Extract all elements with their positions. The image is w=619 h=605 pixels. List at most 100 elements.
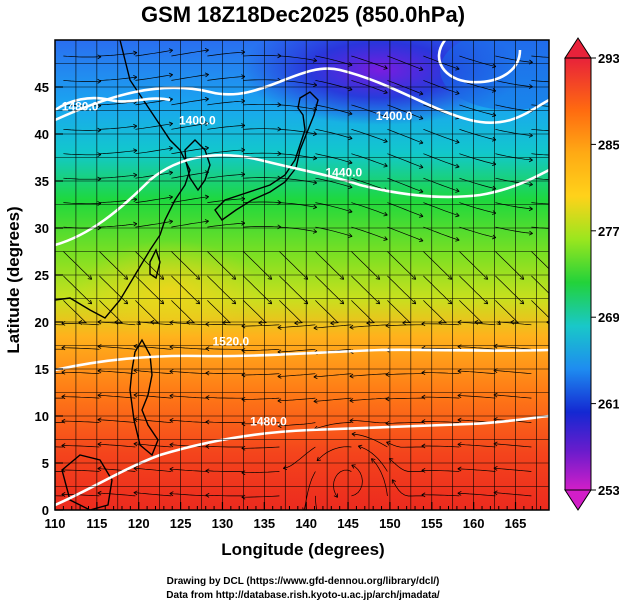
- streamline: [391, 479, 424, 497]
- streamline: [171, 196, 209, 203]
- streamline: [169, 370, 208, 375]
- streamline-arrowhead: [319, 533, 323, 537]
- streamline: [205, 397, 244, 399]
- lat-lon-grid: [55, 40, 549, 510]
- streamline-arrowhead: [97, 127, 102, 133]
- y-tick-label: 0: [42, 503, 49, 518]
- streamline: [315, 300, 339, 324]
- streamlines: [26, 48, 549, 537]
- streamline-arrowhead: [159, 299, 165, 305]
- streamline-arrowhead: [455, 139, 460, 144]
- streamline: [457, 468, 496, 472]
- streamline-arrowhead: [419, 66, 424, 72]
- colorbar: 293 285 277 269 261 253: [564, 37, 619, 511]
- streamline: [171, 300, 196, 324]
- streamline-arrowhead: [358, 444, 363, 450]
- streamline-arrowhead: [333, 493, 338, 498]
- streamline: [97, 419, 136, 423]
- streamline-arrowhead: [455, 237, 460, 242]
- streamline: [205, 348, 244, 350]
- streamline-arrowhead: [123, 275, 129, 280]
- streamline: [169, 419, 208, 423]
- streamline-arrowhead: [205, 395, 210, 400]
- streamline: [277, 373, 316, 377]
- streamline-arrowhead: [205, 468, 210, 474]
- streamline: [207, 125, 245, 130]
- streamline: [207, 173, 245, 179]
- streamline: [279, 275, 308, 305]
- streamline-arrowhead: [312, 57, 318, 63]
- x-tick-label: 155: [421, 516, 443, 531]
- streamline: [385, 373, 424, 375]
- streamline: [493, 467, 532, 472]
- streamline: [63, 104, 102, 107]
- streamline: [243, 128, 282, 130]
- streamline: [135, 275, 164, 305]
- streamline: [421, 347, 460, 350]
- streamline: [531, 226, 549, 229]
- streamline: [457, 492, 496, 497]
- streamline: [133, 345, 172, 350]
- streamline: [241, 495, 280, 498]
- streamline-arrowhead: [349, 418, 354, 424]
- streamline-arrowhead: [168, 170, 173, 176]
- streamline: [63, 177, 102, 180]
- streamline-arrowhead: [277, 325, 282, 330]
- streamline-arrowhead: [168, 97, 173, 102]
- streamline-arrowhead: [168, 146, 173, 151]
- streamline-arrowhead: [303, 299, 309, 305]
- streamline: [63, 202, 102, 205]
- streamline-arrowhead: [383, 236, 388, 241]
- streamline-arrowhead: [97, 466, 102, 472]
- streamline: [495, 128, 533, 137]
- streamline-arrowhead: [61, 492, 66, 497]
- y-tick-label: 15: [35, 362, 49, 377]
- streamline-arrowhead: [87, 275, 93, 280]
- streamline: [243, 275, 272, 305]
- streamline-arrowhead: [519, 275, 525, 280]
- streamline-arrowhead: [528, 206, 533, 212]
- streamline: [495, 226, 533, 234]
- streamline-arrowhead: [97, 441, 102, 447]
- streamline: [495, 55, 533, 63]
- streamline: [279, 177, 317, 184]
- colorbar-tick-label: 261: [598, 397, 619, 412]
- streamline-arrowhead: [169, 491, 174, 497]
- streamline-arrowhead: [421, 394, 426, 400]
- streamline-arrowhead: [528, 157, 533, 163]
- y-axis-ticks: 0 5 10 15 20 25 30 35 40 45: [35, 80, 63, 518]
- y-tick-label: 20: [35, 315, 49, 330]
- streamline: [387, 202, 424, 217]
- streamline-arrowhead: [26, 421, 29, 425]
- streamline: [205, 323, 244, 326]
- streamline: [171, 74, 209, 81]
- streamline-arrowhead: [419, 164, 424, 169]
- contour-label: 1440.0: [326, 165, 363, 179]
- streamline-arrowhead: [277, 398, 282, 404]
- streamline: [133, 467, 172, 472]
- streamline-arrowhead: [204, 145, 209, 151]
- borneo-coast: [61, 454, 113, 510]
- streamline-arrowhead: [419, 188, 424, 194]
- streamline: [97, 345, 136, 350]
- japan-coast: [214, 91, 319, 221]
- streamline: [493, 443, 532, 448]
- streamline-arrowhead: [168, 219, 173, 225]
- streamline: [243, 300, 267, 324]
- streamline: [97, 370, 136, 375]
- streamline: [421, 396, 460, 399]
- streamline-arrowhead: [455, 65, 460, 71]
- contour-1440: [55, 153, 549, 247]
- streamline: [495, 177, 533, 185]
- streamline: [421, 494, 460, 497]
- streamline: [459, 55, 496, 67]
- streamline: [171, 147, 209, 155]
- streamline-arrowhead: [528, 230, 533, 236]
- streamline: [171, 275, 200, 305]
- streamline-arrowhead: [168, 48, 173, 54]
- streamline: [531, 128, 549, 131]
- streamline: [385, 422, 424, 424]
- streamline-arrowhead: [385, 420, 390, 426]
- streamline: [351, 300, 375, 324]
